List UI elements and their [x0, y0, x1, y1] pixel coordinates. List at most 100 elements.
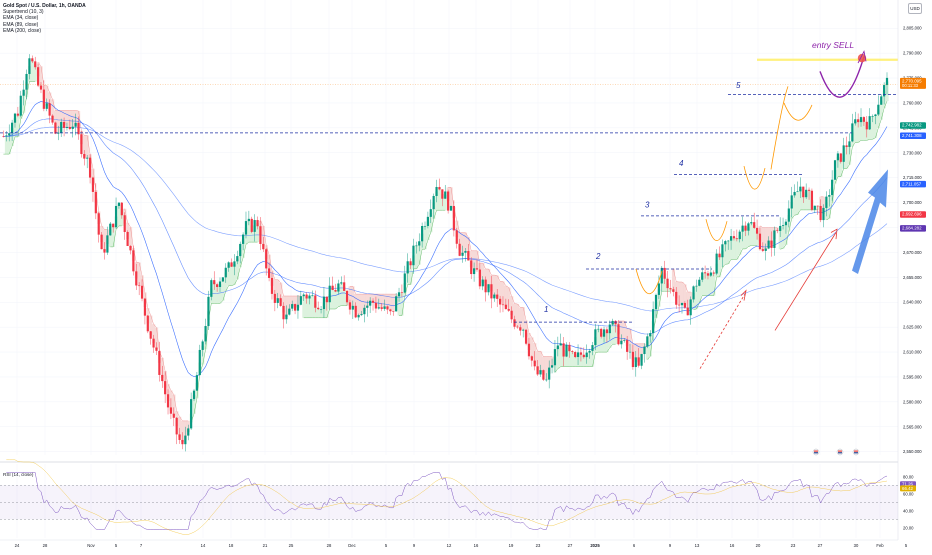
- candle-body: [877, 104, 880, 115]
- candle-body: [522, 329, 525, 331]
- candle-body: [680, 302, 684, 306]
- supertrend-line: [110, 225, 122, 248]
- candle-body: [138, 285, 141, 287]
- candle-body: [504, 304, 507, 310]
- candle-body: [461, 252, 464, 256]
- candle-body: [672, 289, 675, 292]
- candle-body: [729, 236, 733, 241]
- candle-body: [805, 189, 808, 198]
- candle-body: [449, 205, 453, 211]
- supertrend-fill: [513, 303, 517, 324]
- candle-body: [409, 261, 412, 266]
- candle-body: [395, 296, 398, 312]
- candle-body: [732, 236, 736, 239]
- candle-body: [308, 295, 311, 299]
- time-tick-label: 23: [791, 543, 796, 548]
- supertrend-fill: [16, 114, 20, 137]
- supertrend-fill: [334, 290, 338, 309]
- grid-lines: [0, 0, 932, 538]
- indicator-ema-89[interactable]: EMA (89, close): [3, 21, 39, 28]
- supertrend-fill: [336, 287, 341, 307]
- candle-body: [845, 145, 848, 147]
- price-tick-label: 2,565.000: [903, 424, 922, 429]
- time-tick-label: 2025: [590, 543, 600, 548]
- orange-arc: [783, 102, 813, 121]
- candle-body: [28, 58, 31, 74]
- candle-body: [106, 235, 109, 253]
- supertrend-fill: [417, 243, 421, 265]
- time-axis[interactable]: 24 28 Nov 5 7 14 18 21 25 28 Dec 5 9 12 16 19 23 27 2025 6 9…: [0, 539, 908, 548]
- price-axis[interactable]: 2,805.0002,790.0002,775.0002,760.0002,74…: [897, 0, 932, 550]
- supertrend-fill: [481, 263, 485, 283]
- candle-body: [204, 326, 207, 342]
- price-badge: [900, 211, 926, 218]
- candle-body: [146, 315, 149, 332]
- supertrend-fill: [357, 294, 361, 317]
- supertrend-fill: [749, 222, 753, 246]
- supertrend-fill: [400, 292, 404, 316]
- rsi-tick-label: 20.00: [903, 525, 914, 530]
- supertrend-fill: [700, 276, 704, 296]
- candle-body: [484, 279, 487, 293]
- price-tick-label: 2,610.000: [903, 350, 922, 355]
- candle-body: [753, 222, 756, 228]
- candle-body: [201, 341, 204, 350]
- candle-body: [71, 126, 74, 129]
- candle-body: [865, 121, 868, 130]
- supertrend-fill: [360, 294, 364, 315]
- candle-body: [447, 191, 450, 211]
- supertrend-fill: [319, 309, 323, 318]
- candle-body: [380, 307, 383, 309]
- time-tick-label: 14: [201, 543, 206, 548]
- candle-body: [620, 340, 623, 345]
- candle-body: [787, 208, 790, 222]
- candle-body: [640, 354, 643, 366]
- supertrend-fill: [342, 286, 346, 306]
- candle-body: [675, 291, 678, 305]
- supertrend-fill: [752, 225, 756, 246]
- supertrend-fill: [619, 321, 624, 343]
- candle-body: [262, 243, 265, 250]
- supertrend-fill: [362, 294, 367, 312]
- indicator-ema-200[interactable]: EMA (200, close): [3, 27, 42, 34]
- indicator-supertrend[interactable]: Supertrend (10, 3): [3, 9, 44, 16]
- supertrend-fill: [588, 351, 592, 367]
- candle-body: [444, 191, 447, 199]
- candle-body: [678, 304, 681, 306]
- candle-body: [597, 328, 600, 330]
- rsi-panel[interactable]: RSI (14, close) 80.00 60.00 40.00 20.00 71.26…: [0, 459, 916, 535]
- ema-200-line: [3, 126, 888, 312]
- candle-body: [415, 245, 418, 247]
- supertrend-fill: [30, 59, 34, 82]
- economic-event-flag-icon: [838, 452, 842, 454]
- price-badge-value: 2,742.982: [902, 123, 922, 128]
- economic-event-flag-icon: [854, 450, 858, 452]
- candle-body: [253, 220, 256, 232]
- candle-body: [334, 289, 337, 292]
- candle-body: [187, 428, 190, 436]
- symbol-title[interactable]: Gold Spot / U.S. Dollar, 1h, OANDA: [3, 3, 86, 9]
- candle-body: [498, 298, 502, 305]
- candle-body: [822, 207, 825, 221]
- candle-body: [400, 292, 404, 293]
- supertrend-fill: [804, 193, 808, 210]
- indicator-ema-34[interactable]: EMA (34, close): [3, 15, 39, 22]
- candle-body: [91, 177, 95, 192]
- candle-body: [773, 230, 776, 248]
- candle-body: [152, 338, 155, 348]
- candle-body: [42, 89, 45, 109]
- wave-label-4: 4: [679, 159, 684, 168]
- currency-badge[interactable]: USD: [908, 3, 922, 14]
- candle-body: [585, 352, 588, 358]
- candle-body: [273, 293, 276, 303]
- candle-body: [582, 354, 585, 358]
- candle-body: [770, 240, 773, 248]
- supertrend-fill: [423, 225, 427, 250]
- supertrend-fill: [192, 394, 196, 414]
- candle-body: [758, 233, 762, 250]
- supertrend-fill: [39, 66, 43, 88]
- candle-body: [83, 154, 86, 159]
- candle-body: [548, 367, 551, 380]
